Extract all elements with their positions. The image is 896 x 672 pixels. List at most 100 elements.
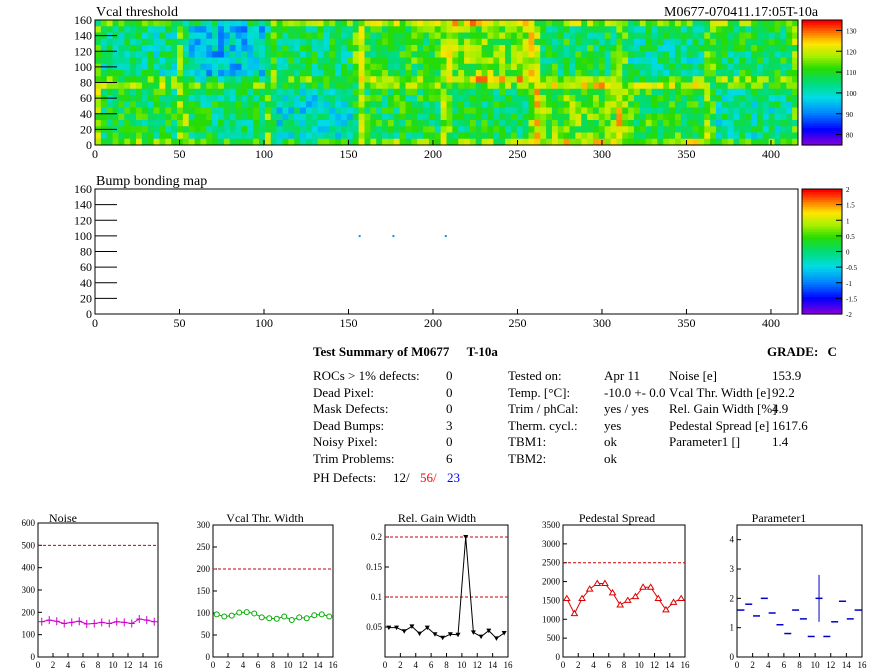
threshold-cell [505, 63, 512, 71]
threshold-cell [112, 132, 119, 140]
threshold-cell [382, 113, 389, 121]
threshold-cell [674, 32, 682, 40]
summary-temp: T-10a [466, 344, 498, 359]
data-point [213, 611, 220, 618]
vcal-threshold-title: Vcal threshold [96, 5, 179, 20]
threshold-cell [194, 51, 201, 58]
threshold-cell [546, 132, 553, 140]
threshold-cell [510, 70, 518, 77]
threshold-cell [335, 88, 342, 96]
data-point [585, 585, 594, 592]
threshold-cell [346, 107, 354, 115]
threshold-cell [557, 57, 565, 65]
threshold-cell [106, 76, 114, 83]
threshold-cell [171, 26, 178, 33]
threshold-cell [639, 101, 647, 108]
threshold-cell [323, 113, 330, 121]
threshold-cell [768, 26, 776, 33]
threshold-cell [323, 120, 330, 127]
threshold-cell [270, 45, 278, 52]
threshold-cell [745, 38, 752, 46]
threshold-cell [698, 113, 705, 121]
threshold-cell [346, 45, 354, 52]
bump-map-palette-cell [802, 209, 842, 213]
threshold-cell [598, 88, 606, 96]
threshold-cell [229, 107, 237, 115]
threshold-cell [264, 26, 272, 33]
palette-tick-label: 1.5 [846, 202, 855, 210]
threshold-cell [657, 45, 664, 52]
threshold-cell [669, 107, 676, 115]
threshold-cell [587, 113, 594, 121]
threshold-cell [423, 26, 430, 33]
threshold-cell [645, 51, 653, 58]
right_rows-label: Pedestal Spread [e] [669, 417, 770, 433]
threshold-cell [95, 76, 102, 83]
threshold-cell [399, 132, 406, 140]
threshold-cell [212, 76, 219, 83]
threshold-cell [206, 120, 213, 127]
threshold-cell [182, 113, 190, 121]
threshold-cell [715, 76, 723, 83]
threshold-cell [581, 63, 588, 71]
threshold-cell [546, 120, 553, 127]
threshold-cell [200, 76, 207, 83]
threshold-cell [294, 51, 301, 58]
threshold-cell [610, 95, 617, 102]
threshold-cell [106, 38, 114, 46]
top-map-palette-cell [802, 95, 842, 99]
threshold-cell [528, 82, 535, 90]
threshold-cell [206, 88, 213, 96]
threshold-cell [294, 70, 301, 77]
ph-defects-value-3: 23 [447, 470, 460, 485]
threshold-cell [792, 20, 799, 27]
threshold-cell [475, 63, 483, 71]
threshold-cell [294, 63, 301, 71]
threshold-cell [704, 76, 711, 83]
threshold-cell [733, 51, 740, 58]
threshold-cell [516, 38, 524, 46]
threshold-cell [130, 26, 137, 33]
threshold-cell [651, 51, 658, 58]
threshold-cell [405, 120, 412, 127]
threshold-cell [481, 57, 489, 65]
threshold-cell [177, 63, 184, 71]
threshold-cell [317, 113, 324, 121]
threshold-cell [628, 138, 635, 146]
threshold-cell [317, 38, 324, 46]
threshold-cell [218, 138, 225, 146]
threshold-cell [774, 101, 781, 108]
threshold-cell [762, 70, 770, 77]
threshold-cell [698, 63, 705, 71]
threshold-cell [739, 132, 746, 140]
threshold-cell [610, 32, 617, 40]
threshold-cell [505, 107, 512, 115]
threshold-cell [575, 107, 582, 115]
threshold-cell [194, 88, 201, 96]
threshold-cell [692, 32, 699, 40]
threshold-cell [745, 138, 752, 146]
x-tick-label: 14 [488, 660, 498, 670]
threshold-cell [505, 120, 512, 127]
bump-map-palette-cell [802, 261, 842, 265]
threshold-cell [346, 132, 354, 140]
threshold-cell [733, 107, 740, 115]
x-tick-label: 0 [92, 147, 98, 160]
threshold-cell [698, 107, 705, 115]
x-tick-label: 2 [576, 660, 581, 670]
threshold-cell [364, 45, 371, 52]
threshold-cell [411, 63, 418, 71]
threshold-cell [458, 63, 465, 71]
threshold-cell [633, 32, 641, 40]
threshold-cell [464, 126, 471, 133]
threshold-cell [118, 51, 125, 58]
threshold-cell [270, 120, 278, 127]
threshold-cell [452, 107, 459, 115]
threshold-cell [727, 101, 735, 108]
threshold-cell [329, 107, 336, 115]
threshold-cell [229, 95, 237, 102]
threshold-cell [311, 70, 319, 77]
data-point [447, 632, 453, 637]
threshold-cell [610, 88, 617, 96]
